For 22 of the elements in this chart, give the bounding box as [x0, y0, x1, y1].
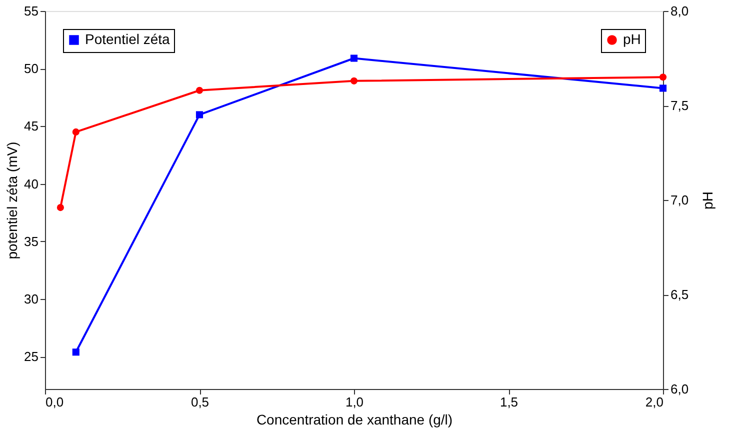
- legend-label: Potentiel zéta: [85, 31, 170, 47]
- y-tick-label: 25: [24, 349, 38, 364]
- x-tick-label: 1,0: [345, 394, 364, 410]
- legend-label: pH: [623, 31, 641, 47]
- x-tick-label: 1,5: [500, 394, 518, 410]
- y2-tick-label: 6,0: [670, 382, 689, 396]
- x-axis-title: Concentration de xanthane (g/l): [256, 412, 453, 428]
- y2-axis-title: pH: [700, 192, 716, 210]
- y2-tick-label: 7,0: [670, 192, 689, 208]
- x-tick-label: 2,0: [645, 394, 664, 410]
- y-tick-label: 45: [24, 118, 38, 134]
- x-tick-label: 0,0: [46, 394, 64, 410]
- y-tick-label: 55: [24, 4, 38, 18]
- x-tick-label: 0,5: [190, 394, 210, 410]
- y2-tick-label: 8,0: [670, 4, 689, 18]
- y-tick-label: 50: [24, 61, 38, 76]
- y-axis-title: potentiel zéta (mV): [4, 142, 20, 260]
- y-tick-label: 35: [24, 234, 38, 249]
- y2-tick-label: 6,5: [670, 287, 689, 302]
- y-tick-label: 40: [24, 176, 38, 192]
- y-tick-label: 30: [24, 292, 38, 307]
- y2-tick-label: 7,5: [670, 98, 689, 113]
